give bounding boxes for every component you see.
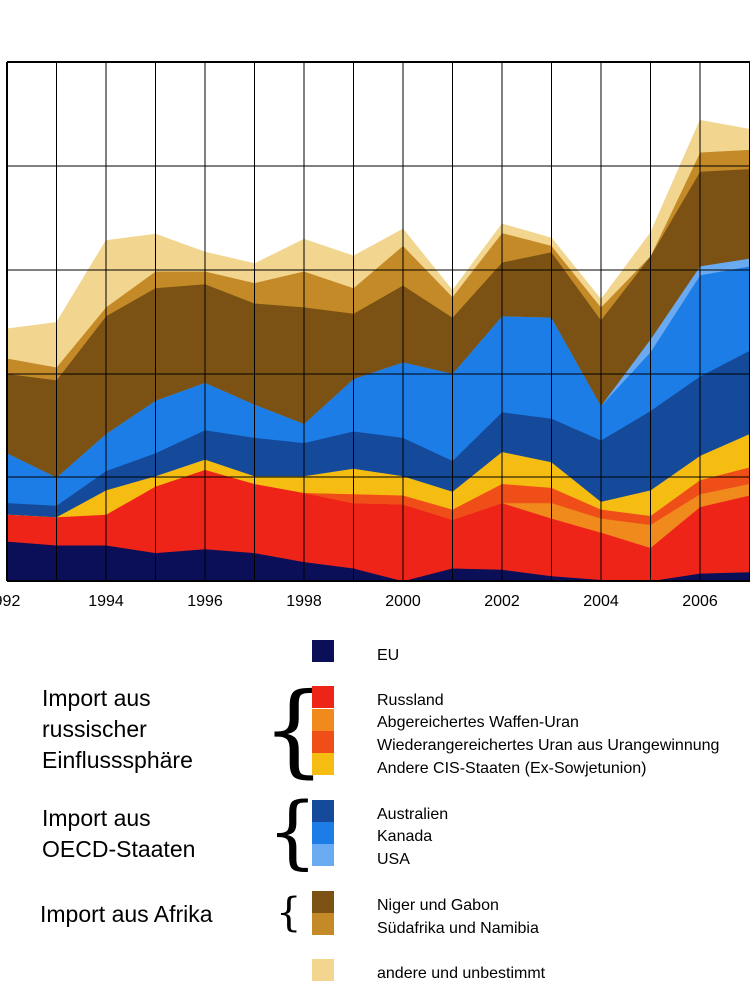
legend-swatch [312, 686, 334, 708]
group-label-russia: Import aus russischer Einflusssphäre [42, 683, 193, 776]
group-label-line: Einflusssphäre [42, 747, 193, 773]
x-tick-label: 2004 [583, 593, 619, 610]
legend-swatch [312, 822, 334, 844]
x-tick-label: 1996 [187, 593, 223, 610]
legend-swatch [312, 913, 334, 935]
legend-swatch [312, 844, 334, 866]
group-label-africa: Import aus Afrika [40, 899, 213, 930]
x-tick-label: 2006 [682, 593, 718, 610]
legend-swatch [312, 959, 334, 981]
stacked-area-chart: 992 1994 1996 1998 2000 2002 2004 2006 [0, 61, 750, 610]
legend-label: Andere CIS-Staaten (Ex-Sowjetunion) [377, 760, 647, 777]
legend-label: EU [377, 647, 400, 664]
x-tick-label: 2000 [385, 593, 421, 610]
legend-label: Russland [377, 692, 444, 709]
x-tick-label: 2002 [484, 593, 520, 610]
legend-swatch [312, 753, 334, 775]
group-label-line: Import aus [42, 685, 151, 711]
legend-label: andere und unbestimmt [377, 965, 546, 982]
brace-icon: { [276, 890, 302, 936]
group-label-line: OECD-Staaten [42, 836, 196, 862]
group-label-line: Import aus Afrika [40, 901, 213, 927]
legend-label: Niger und Gabon [377, 897, 499, 914]
legend-label: Australien [377, 806, 449, 823]
legend-swatch [312, 891, 334, 913]
legend-swatch [312, 731, 334, 753]
legend-label: Südafrika und Namibia [377, 920, 539, 937]
legend-label: Wiederangereichertes Uran aus Urangewinn… [377, 737, 720, 754]
x-tick-labels: 992 1994 1996 1998 2000 2002 2004 2006 [0, 593, 718, 610]
brace-icon: { [267, 785, 318, 878]
group-label-line: Import aus [42, 805, 151, 831]
group-label-oecd: Import aus OECD-Staaten [42, 803, 195, 865]
legend-label: Kanada [377, 828, 433, 845]
legend-label: Abgereichertes Waffen-Uran [377, 714, 579, 731]
x-tick-label: 1998 [286, 593, 322, 610]
area-series-group [6, 119, 750, 582]
legend-label: USA [377, 851, 410, 868]
x-tick-label: 992 [0, 593, 20, 610]
legend-swatch [312, 800, 334, 822]
legend-swatch [312, 640, 334, 662]
group-label-line: russischer [42, 716, 147, 742]
x-tick-label: 1994 [88, 593, 124, 610]
legend-swatch [312, 709, 334, 731]
